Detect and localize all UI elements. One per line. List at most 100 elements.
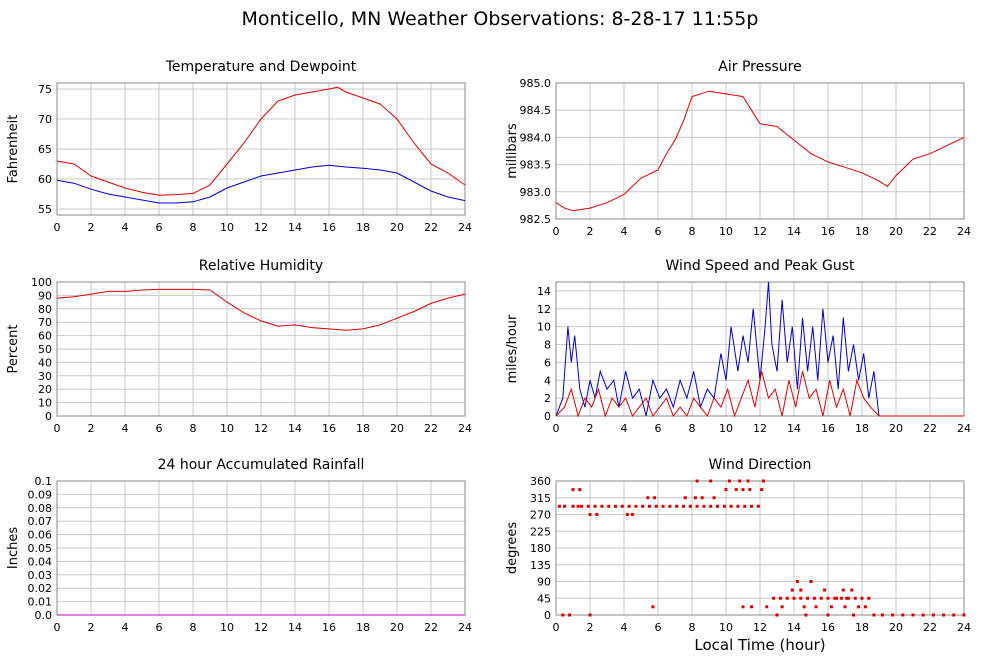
x-tick-label: 0 bbox=[553, 225, 560, 238]
y-tick-label: 6 bbox=[544, 356, 551, 369]
x-tick-label: 2 bbox=[587, 621, 594, 634]
data-point bbox=[709, 479, 713, 483]
series-line-red bbox=[555, 371, 964, 418]
data-point bbox=[653, 496, 657, 500]
data-point bbox=[576, 504, 580, 508]
chart-title: Air Pressure bbox=[718, 59, 801, 75]
x-tick-label: 0 bbox=[553, 621, 560, 634]
y-tick-label: 20 bbox=[38, 383, 52, 396]
data-point bbox=[942, 613, 946, 617]
y-tick-label: 30 bbox=[38, 370, 52, 383]
chart-title: Relative Humidity bbox=[199, 258, 323, 274]
x-tick-label: 14 bbox=[288, 422, 302, 435]
data-point bbox=[702, 504, 706, 508]
data-point bbox=[631, 513, 634, 516]
data-point bbox=[654, 504, 658, 508]
x-tick-label: 18 bbox=[855, 621, 869, 634]
y-tick-label: 270 bbox=[530, 509, 551, 522]
chart-title: Temperature and Dewpoint bbox=[165, 59, 357, 75]
data-point bbox=[843, 605, 847, 609]
data-point bbox=[709, 504, 713, 508]
data-point bbox=[743, 504, 747, 508]
y-tick-label: 225 bbox=[530, 525, 551, 538]
x-tick-label: 20 bbox=[889, 225, 903, 238]
data-point bbox=[646, 496, 650, 500]
y-tick-label: 0 bbox=[544, 609, 551, 622]
x-tick-label: 16 bbox=[322, 221, 336, 234]
y-tick-label: 180 bbox=[530, 542, 551, 555]
data-point bbox=[775, 613, 779, 617]
x-tick-label: 20 bbox=[889, 422, 903, 435]
x-tick-label: 4 bbox=[122, 221, 129, 234]
data-point bbox=[738, 479, 742, 483]
chart-title: Wind Speed and Peak Gust bbox=[666, 258, 855, 274]
x-tick-label: 2 bbox=[88, 422, 95, 435]
x-tick-label: 14 bbox=[288, 621, 302, 634]
x-tick-label: 6 bbox=[156, 422, 163, 435]
x-tick-label: 20 bbox=[390, 422, 404, 435]
x-tick-label: 14 bbox=[787, 621, 801, 634]
x-tick-label: 24 bbox=[458, 221, 472, 234]
series-line-red bbox=[56, 86, 466, 196]
y-tick-label: 10 bbox=[38, 397, 52, 410]
data-point bbox=[693, 496, 697, 500]
x-tick-label: 24 bbox=[957, 422, 971, 435]
y-tick-label: 55 bbox=[38, 203, 52, 216]
y-tick-label: 0.08 bbox=[28, 502, 53, 515]
y-tick-label: 60 bbox=[38, 330, 52, 343]
y-axis-label: Fahrenheit bbox=[6, 115, 21, 184]
data-point bbox=[729, 504, 733, 508]
data-point bbox=[593, 504, 597, 508]
y-tick-label: 60 bbox=[38, 173, 52, 186]
data-point bbox=[736, 504, 740, 508]
y-tick-label: 982.5 bbox=[520, 213, 552, 226]
y-tick-label: 14 bbox=[537, 285, 551, 298]
x-tick-label: 10 bbox=[220, 221, 234, 234]
data-point bbox=[809, 580, 813, 583]
data-point bbox=[588, 513, 592, 516]
data-point bbox=[668, 504, 672, 508]
y-tick-label: 75 bbox=[38, 83, 52, 96]
data-point bbox=[571, 488, 575, 492]
data-point bbox=[614, 504, 617, 508]
data-point bbox=[700, 496, 704, 500]
x-tick-label: 24 bbox=[957, 225, 971, 238]
x-tick-label: 24 bbox=[458, 621, 472, 634]
data-point bbox=[712, 496, 716, 500]
data-point bbox=[795, 580, 799, 583]
y-tick-label: 0.03 bbox=[28, 569, 53, 582]
x-tick-label: 22 bbox=[424, 221, 438, 234]
y-tick-label: 0.06 bbox=[28, 529, 53, 542]
data-point bbox=[607, 504, 611, 508]
y-tick-label: 8 bbox=[544, 339, 551, 352]
x-tick-label: 22 bbox=[923, 422, 937, 435]
x-tick-label: 20 bbox=[889, 621, 903, 634]
x-tick-label: 20 bbox=[390, 221, 404, 234]
y-tick-label: 983.5 bbox=[520, 159, 552, 172]
data-point bbox=[568, 613, 572, 617]
x-tick-label: 22 bbox=[923, 621, 937, 634]
y-tick-label: 40 bbox=[38, 356, 52, 369]
x-tick-label: 4 bbox=[621, 225, 628, 238]
data-point bbox=[695, 479, 699, 483]
data-point bbox=[651, 605, 655, 609]
y-tick-label: 4 bbox=[544, 374, 551, 387]
data-point bbox=[734, 488, 738, 492]
x-axis-label: Local Time (hour) bbox=[694, 636, 826, 654]
y-tick-label: 80 bbox=[38, 303, 52, 316]
data-point bbox=[561, 613, 565, 617]
data-point bbox=[812, 596, 816, 600]
plot-frame bbox=[555, 281, 965, 417]
y-tick-label: 50 bbox=[38, 343, 52, 356]
x-tick-label: 12 bbox=[254, 422, 268, 435]
x-tick-label: 18 bbox=[855, 422, 869, 435]
data-point bbox=[880, 613, 884, 617]
data-point bbox=[826, 596, 830, 600]
data-point bbox=[911, 613, 915, 617]
data-point bbox=[750, 605, 753, 609]
y-tick-label: 100 bbox=[31, 276, 52, 289]
data-point bbox=[799, 588, 803, 592]
data-point bbox=[682, 504, 685, 508]
